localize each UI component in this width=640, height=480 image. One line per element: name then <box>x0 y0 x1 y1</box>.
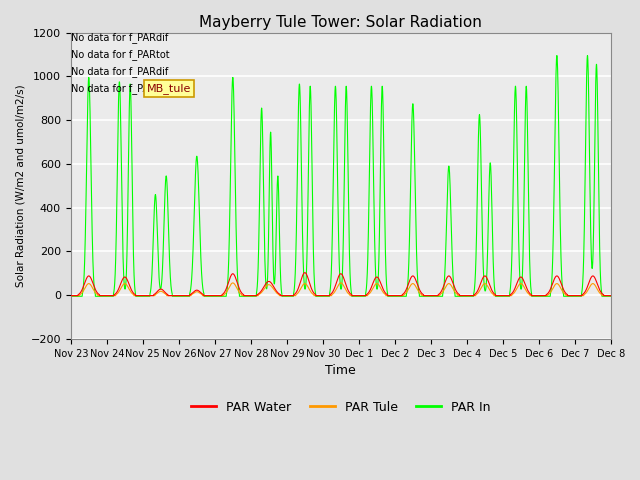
Y-axis label: Solar Radiation (W/m2 and umol/m2/s): Solar Radiation (W/m2 and umol/m2/s) <box>15 84 25 287</box>
Text: MB_tule: MB_tule <box>147 83 191 94</box>
Text: No data for f_PARdif: No data for f_PARdif <box>71 33 168 44</box>
Text: No data for f_PARdif: No data for f_PARdif <box>71 66 168 77</box>
Text: No data for f_PARtot: No data for f_PARtot <box>71 49 170 60</box>
Legend: PAR Water, PAR Tule, PAR In: PAR Water, PAR Tule, PAR In <box>186 396 496 419</box>
Text: No data for f_PARtot: No data for f_PARtot <box>71 83 170 94</box>
X-axis label: Time: Time <box>326 364 356 377</box>
Title: Mayberry Tule Tower: Solar Radiation: Mayberry Tule Tower: Solar Radiation <box>200 15 483 30</box>
